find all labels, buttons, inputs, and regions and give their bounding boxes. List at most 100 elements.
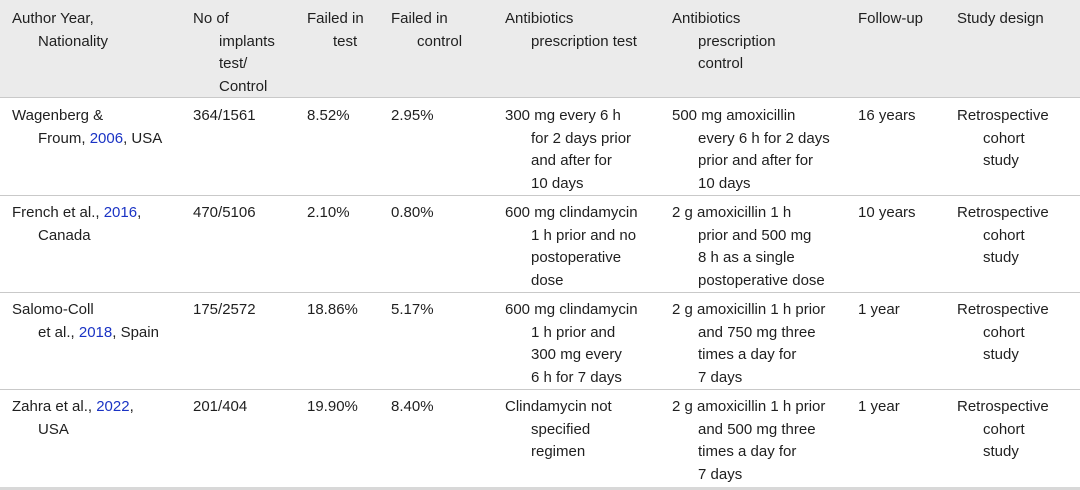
cell-text: times a day for — [698, 346, 797, 363]
cell-abx-test: 300 mg every 6 h for 2 days prior and af… — [505, 105, 631, 195]
cell-text: and 750 mg three — [698, 323, 816, 341]
cell-text: cohort — [983, 420, 1025, 438]
cell-text: and 500 mg three — [698, 420, 816, 438]
cell-text: cohort — [983, 129, 1025, 147]
author-text: et al., — [38, 323, 79, 341]
cell-follow-up: 16 years — [858, 107, 916, 124]
cell-author: French et al., 2016, Canada — [12, 202, 141, 247]
cell-author: Zahra et al., 2022, USA — [12, 396, 134, 441]
cell-text: regimen — [531, 443, 586, 460]
header-text: Study design — [957, 10, 1044, 27]
cell-abx-test: 600 mg clindamycin 1 h prior and 300 mg … — [505, 299, 638, 389]
cell-text: 2 g amoxicillin 1 h prior — [672, 301, 826, 318]
cell-text: Clindamycin not — [505, 398, 612, 415]
header-text: test/ — [219, 55, 248, 72]
cell-text: postoperative — [531, 249, 622, 266]
cell-follow-up: 1 year — [858, 398, 900, 415]
cell-text: 8 h as a single — [698, 249, 795, 266]
cell-failed-test: 8.52% — [307, 107, 350, 124]
cell-text: 2 g amoxicillin 1 h prior — [672, 398, 826, 415]
author-text: , — [129, 398, 134, 415]
cell-text: 300 mg every — [531, 346, 622, 363]
cell-author: Wagenberg & Froum, 2006, USA — [12, 105, 162, 150]
header-text: No of — [193, 10, 229, 27]
cell-text: study — [983, 152, 1019, 169]
cell-text: 500 mg amoxicillin — [672, 107, 796, 124]
cell-failed-control: 2.95% — [391, 107, 434, 124]
header-author-year-nationality: Author Year, Nationality — [12, 8, 108, 53]
cell-text: prior and after for — [698, 152, 814, 169]
cell-study-design: Retrospective cohort study — [957, 396, 1049, 464]
header-follow-up: Follow-up — [858, 8, 923, 31]
author-text: , — [137, 204, 142, 221]
citation-link[interactable]: 2022 — [96, 398, 130, 415]
cell-text: 10 days — [531, 174, 584, 192]
header-text: control — [417, 32, 463, 50]
cell-text: specified — [531, 420, 591, 438]
cell-failed-test: 2.10% — [307, 204, 350, 221]
header-study-design: Study design — [957, 8, 1044, 31]
row-divider — [0, 195, 1080, 196]
author-text: Zahra et al., — [12, 398, 97, 415]
header-text: prescription — [698, 32, 776, 50]
cell-text: dose — [531, 271, 564, 289]
cell-text: cohort — [983, 226, 1025, 244]
header-failed-in-test: Failed in test — [307, 8, 364, 53]
cell-implants: 175/2572 — [193, 301, 256, 318]
header-text: Nationality — [38, 32, 109, 50]
row-divider — [0, 97, 1080, 98]
cell-study-design: Retrospective cohort study — [957, 202, 1049, 270]
cell-implants: 201/404 — [193, 398, 248, 415]
cell-text: 600 mg clindamycin — [505, 204, 638, 221]
cell-author: Salomo-Coll et al., 2018, Spain — [12, 299, 159, 344]
citation-link[interactable]: 2006 — [89, 129, 124, 147]
cell-text: study — [983, 443, 1019, 460]
header-failed-in-control: Failed in control — [391, 8, 462, 53]
cell-text: study — [983, 346, 1019, 363]
author-text: Canada — [38, 226, 91, 244]
cell-abx-control: 2 g amoxicillin 1 h prior and 500 mg 8 h… — [672, 202, 825, 292]
table-bottom-rule — [0, 487, 1080, 490]
cell-abx-test: Clindamycin not specified regimen — [505, 396, 612, 464]
cell-abx-control: 500 mg amoxicillin every 6 h for 2 days … — [672, 105, 830, 195]
cell-study-design: Retrospective cohort study — [957, 105, 1049, 173]
header-text: control — [698, 55, 744, 72]
cell-abx-test: 600 mg clindamycin 1 h prior and no post… — [505, 202, 638, 292]
cell-failed-test: 19.90% — [307, 398, 358, 415]
header-text: prescription test — [531, 32, 637, 50]
citation-link[interactable]: 2018 — [78, 323, 113, 341]
author-line: French et al., 2016, — [12, 202, 141, 225]
cell-abx-control: 2 g amoxicillin 1 h prior and 750 mg thr… — [672, 299, 825, 389]
cell-text: 7 days — [698, 368, 743, 386]
cell-text: prior and 500 mg — [698, 226, 812, 244]
cell-text: 6 h for 7 days — [531, 368, 622, 386]
cell-text: 300 mg every 6 h — [505, 107, 621, 124]
cell-text: every 6 h for 2 days — [698, 129, 830, 147]
cell-text: and after for — [531, 152, 612, 169]
cell-failed-control: 5.17% — [391, 301, 434, 318]
row-divider — [0, 389, 1080, 390]
header-antibiotics-prescription-control: Antibiotics prescription control — [672, 8, 776, 76]
header-text: Failed in — [307, 10, 364, 27]
header-antibiotics-prescription-test: Antibiotics prescription test — [505, 8, 637, 53]
author-text: Salomo-Coll — [12, 301, 94, 318]
author-text: Wagenberg & — [12, 107, 104, 124]
header-text: Antibiotics — [672, 10, 741, 27]
cell-study-design: Retrospective cohort study — [957, 299, 1049, 367]
cell-text: Retrospective — [957, 301, 1049, 318]
cell-text: Retrospective — [957, 107, 1049, 124]
header-text: Control — [219, 77, 268, 95]
author-line: et al., 2018, Spain — [12, 322, 159, 345]
cell-text: cohort — [983, 323, 1025, 341]
cell-failed-test: 18.86% — [307, 301, 358, 318]
cell-text: Retrospective — [957, 204, 1049, 221]
cell-text: Retrospective — [957, 398, 1049, 415]
citation-link[interactable]: 2016 — [103, 204, 138, 221]
cell-text: 10 days — [698, 174, 751, 192]
author-line: Froum, 2006, USA — [12, 128, 162, 151]
cell-follow-up: 1 year — [858, 301, 900, 318]
author-text: Froum, — [38, 129, 90, 147]
author-text: French et al., — [12, 204, 104, 221]
author-line: Zahra et al., 2022, — [12, 396, 134, 419]
